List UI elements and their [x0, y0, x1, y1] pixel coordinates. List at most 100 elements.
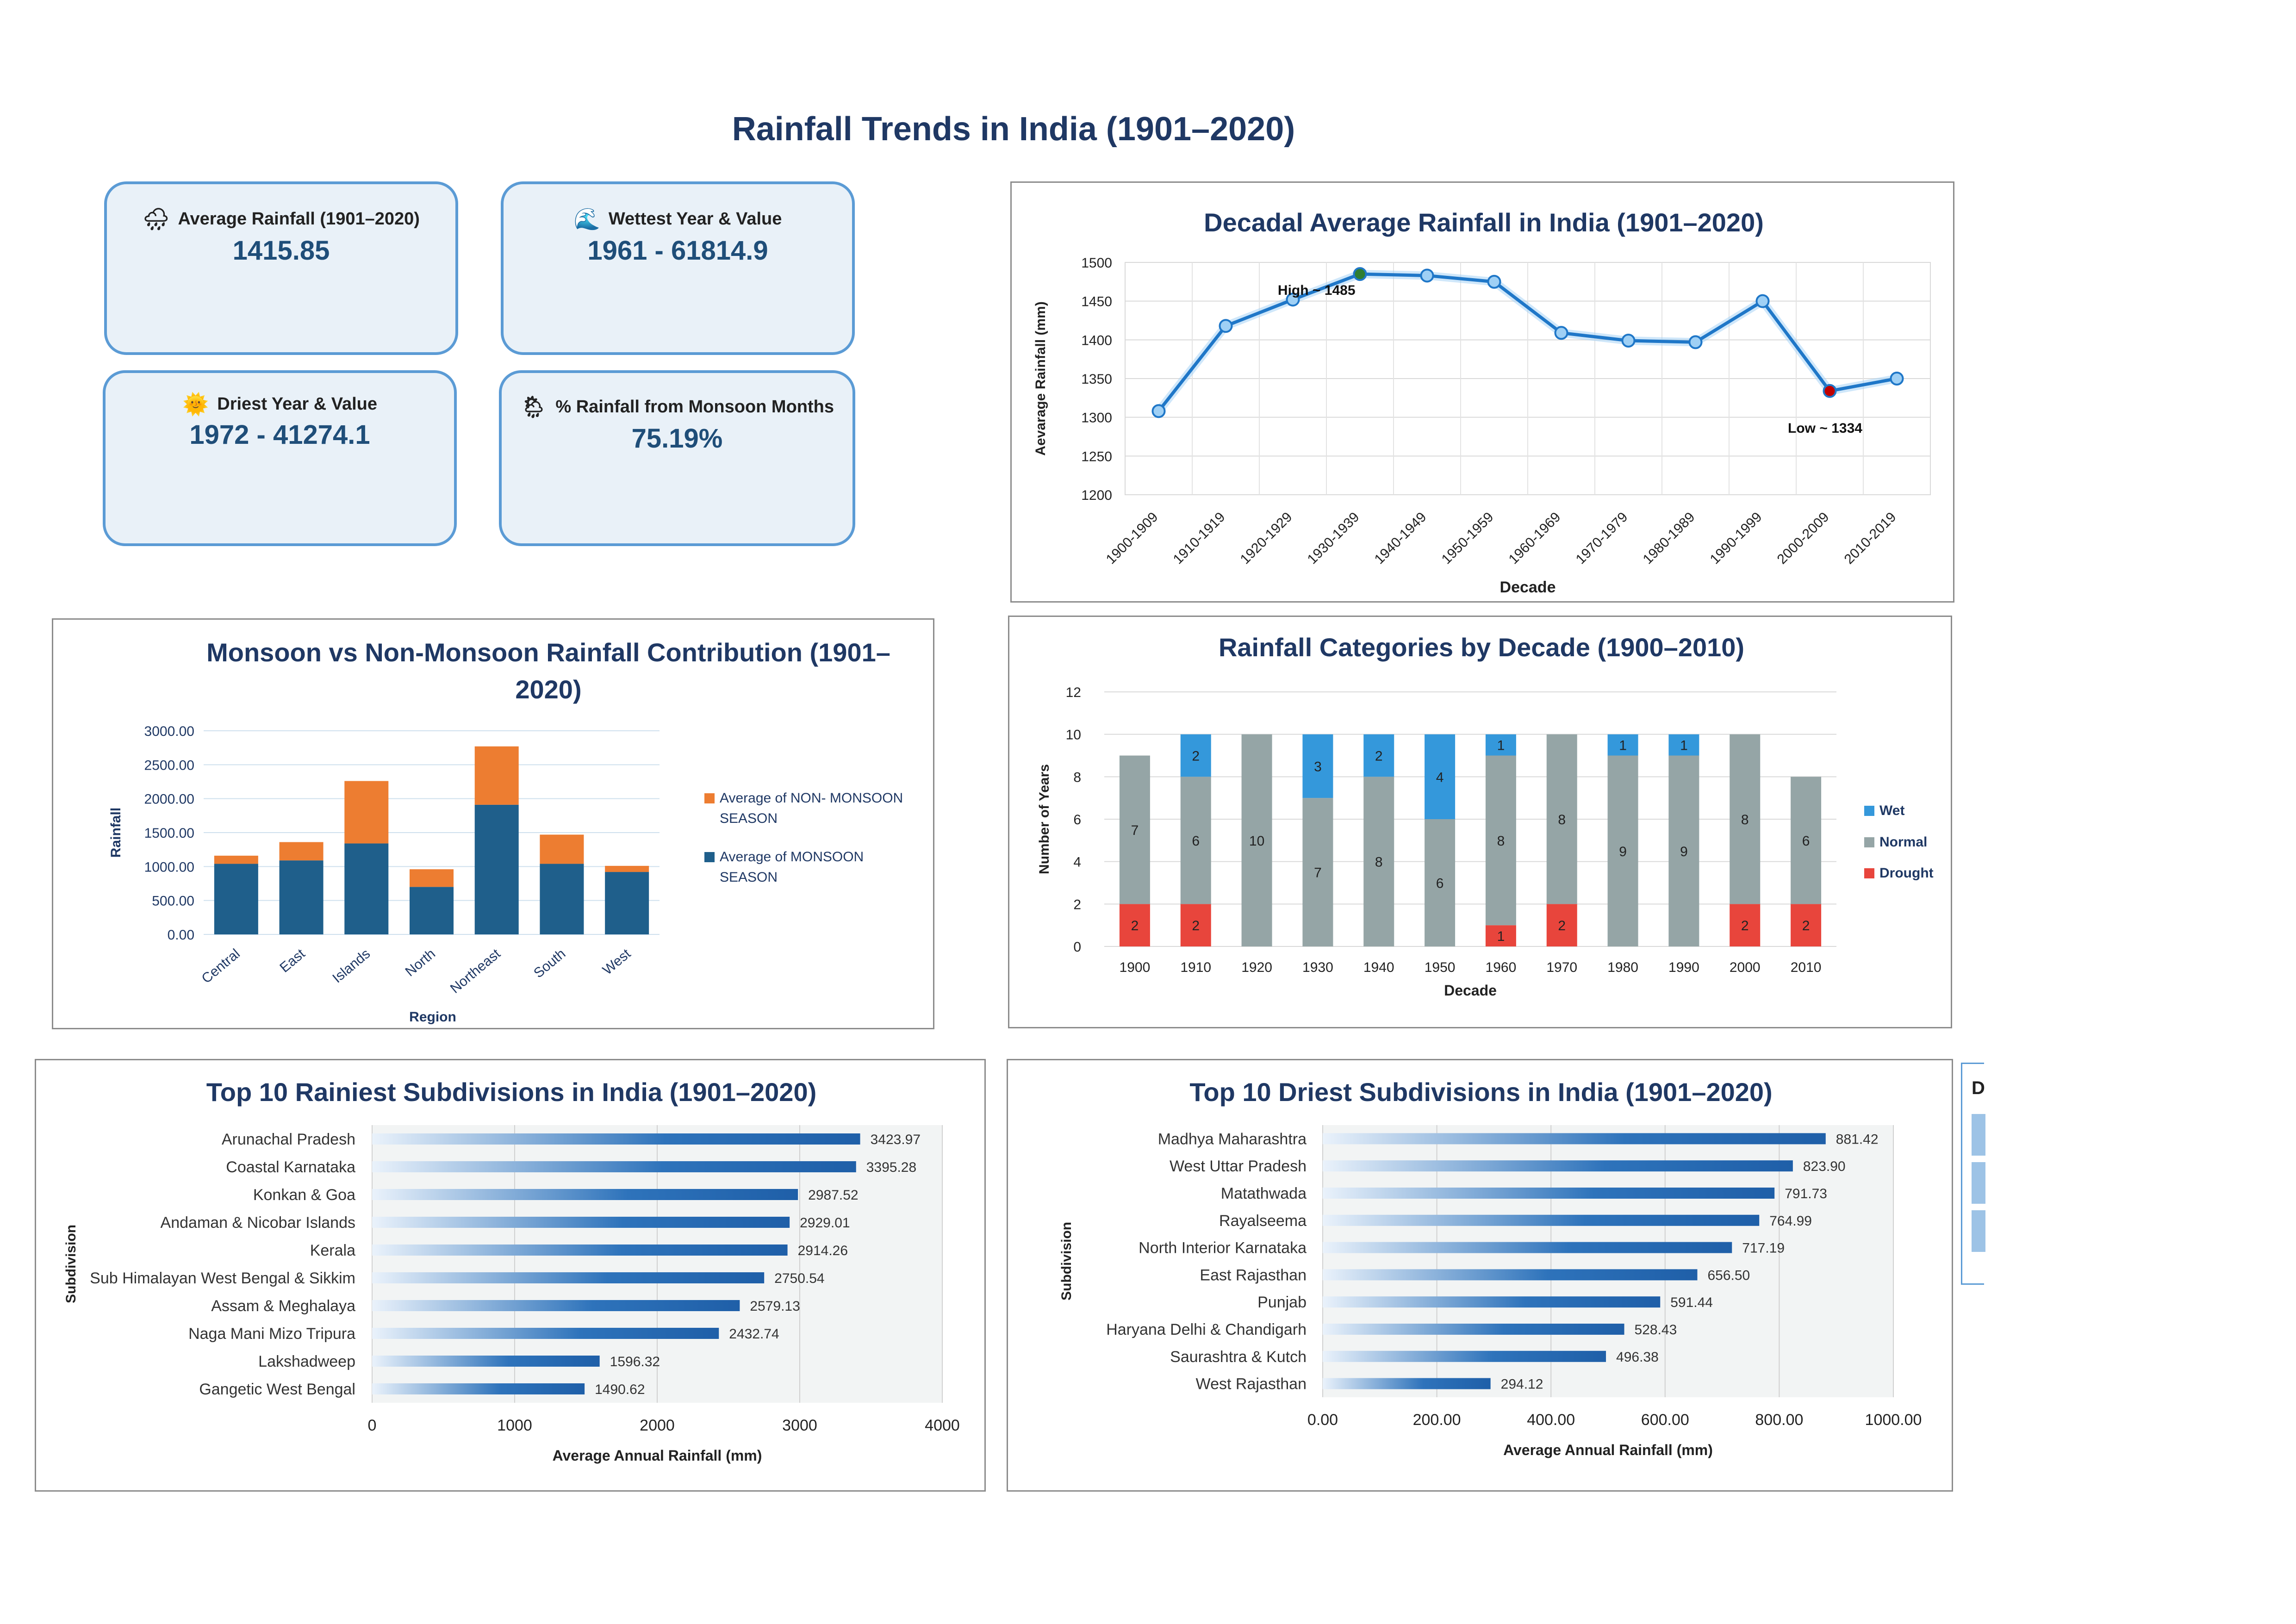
category-label: Konkan & Goa [253, 1186, 355, 1204]
bar-segment [1425, 819, 1456, 946]
bar [1323, 1269, 1698, 1281]
kpi-value: 75.19% [631, 423, 723, 454]
category-label: Gangetic West Bengal [199, 1381, 355, 1398]
bar-segment [1668, 755, 1699, 946]
x-tick-label: 1990 [1668, 960, 1699, 975]
rainiest-bar-chart: Top 10 Rainiest Subdivisions in India (1… [63, 1077, 960, 1464]
data-point [1823, 384, 1837, 398]
x-tick-label: 1920 [1241, 960, 1272, 975]
kpi-value: 1961 - 61814.9 [587, 236, 768, 266]
category-label: Assam & Meghalaya [211, 1297, 355, 1315]
category-label: Coastal Karnataka [226, 1158, 355, 1176]
y-tick-label: 0 [1073, 940, 1081, 955]
x-tick-label: 1980-1989 [1640, 510, 1698, 567]
bar-segment [540, 864, 584, 934]
rainiest-chart-panel: Top 10 Rainiest Subdivisions in India (1… [35, 1059, 986, 1492]
bar-segment [1363, 777, 1394, 946]
data-label: 2929.01 [800, 1215, 850, 1231]
kpi-value: 1415.85 [232, 236, 330, 266]
sun-icon: 🌞 [182, 392, 209, 416]
bar [372, 1133, 860, 1145]
y-tick-label: 0.00 [168, 927, 194, 943]
y-tick-label: 1200 [1081, 488, 1112, 503]
data-label: 791.73 [1785, 1186, 1827, 1201]
data-point [1353, 267, 1367, 281]
bar-segment [344, 843, 389, 934]
bar-segment [1546, 904, 1577, 946]
bar-segment [1546, 734, 1577, 904]
monsoon-chart-panel: Monsoon vs Non-Monsoon Rainfall Contribu… [52, 618, 934, 1029]
bar [372, 1328, 719, 1339]
y-tick-label: 10 [1066, 728, 1081, 743]
bar-segment [1730, 734, 1761, 904]
decadal-chart-panel: Decadal Average Rainfall in India (1901–… [1010, 181, 1954, 603]
data-label: 7 [1314, 865, 1322, 881]
x-tick-label: 800.00 [1755, 1411, 1803, 1429]
x-tick-label: 1000 [497, 1417, 532, 1434]
data-label: 6 [1192, 834, 1200, 849]
categories-stacked-bar-chart: Rainfall Categories by Decade (1900–2010… [1037, 633, 1934, 999]
data-label: 8 [1375, 855, 1383, 870]
kpi-label: Average Rainfall (1901–2020) [178, 209, 420, 229]
bar-segment [1668, 734, 1699, 756]
data-point [1286, 292, 1300, 307]
data-point [1621, 334, 1636, 348]
bar [1323, 1160, 1793, 1172]
driest-bar-chart: Top 10 Driest Subdivisions in India (190… [1059, 1077, 1922, 1458]
data-label: 2 [1192, 918, 1200, 933]
chart-title: Rainfall Categories by Decade (1900–2010… [1219, 633, 1744, 662]
y-tick-label: 8 [1073, 770, 1081, 785]
bar-segment [214, 855, 258, 864]
data-label: 823.90 [1803, 1159, 1846, 1174]
data-label: 2750.54 [774, 1271, 824, 1286]
data-label: 6 [1802, 834, 1810, 849]
x-axis-label: Average Annual Rainfall (mm) [553, 1447, 762, 1464]
x-tick-label: 1910 [1180, 960, 1211, 975]
bar-segment [1363, 734, 1394, 777]
category-label: West Rajasthan [1196, 1375, 1307, 1393]
bar-segment [410, 869, 454, 887]
legend-label: Wet [1879, 803, 1904, 818]
stub-cell [1972, 1210, 1985, 1252]
data-label: 496.38 [1616, 1350, 1659, 1365]
x-tick-label: Islands [330, 946, 373, 986]
bar-segment [1241, 734, 1272, 946]
data-label: 2987.52 [808, 1188, 858, 1203]
category-label: Rayalseema [1219, 1212, 1307, 1230]
category-label: Punjab [1257, 1294, 1307, 1311]
partial-panel-stub: D [1961, 1063, 1985, 1285]
data-label: 10 [1249, 834, 1264, 849]
data-point [1554, 326, 1568, 340]
x-tick-label: 4000 [925, 1417, 960, 1434]
bar-segment [1180, 777, 1211, 904]
x-tick-label: East [277, 946, 308, 976]
y-tick-label: 1400 [1081, 333, 1112, 348]
bar-segment [1607, 734, 1638, 756]
bar [372, 1244, 788, 1256]
bar-segment [344, 781, 389, 844]
data-label: 3423.97 [871, 1132, 921, 1147]
annotation-low: Low ~ 1334 [1788, 421, 1862, 436]
data-point [1890, 372, 1904, 386]
x-tick-label: 1960 [1486, 960, 1517, 975]
bar-segment [474, 746, 519, 805]
bar [372, 1217, 790, 1228]
y-tick-label: 3000.00 [144, 724, 194, 739]
kpi-label: Driest Year & Value [217, 394, 377, 414]
category-label: East Rajasthan [1200, 1266, 1307, 1284]
x-tick-label: 200.00 [1413, 1411, 1461, 1429]
data-label: 2 [1131, 918, 1139, 933]
y-tick-label: 2 [1073, 897, 1081, 912]
legend-label: Normal [1879, 834, 1927, 850]
chart-title: Top 10 Driest Subdivisions in India (190… [1189, 1077, 1772, 1107]
data-label: 8 [1497, 834, 1505, 849]
data-point [1151, 404, 1166, 418]
bar [372, 1189, 798, 1200]
data-label: 3395.28 [866, 1160, 916, 1175]
kpi-value: 1972 - 41274.1 [189, 420, 370, 450]
data-point [1219, 319, 1233, 333]
category-label: Naga Mani Mizo Tripura [188, 1325, 355, 1343]
x-tick-label: South [531, 946, 568, 981]
data-label: 1 [1680, 738, 1688, 753]
x-tick-label: 1980 [1607, 960, 1638, 975]
